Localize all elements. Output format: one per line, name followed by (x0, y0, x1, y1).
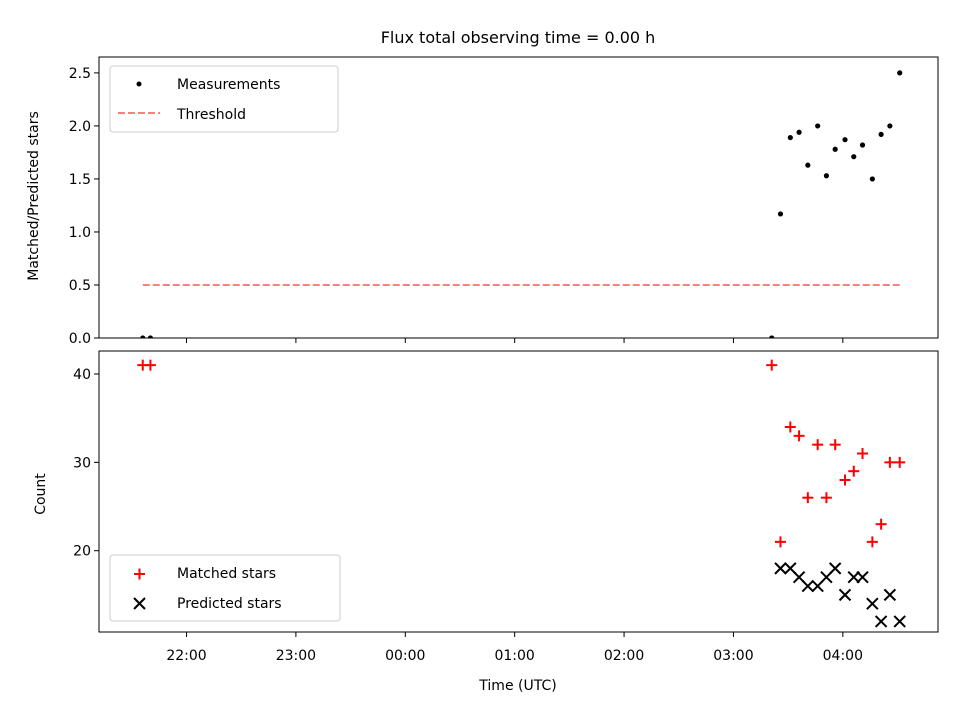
predicted-stars-point (883, 588, 897, 602)
top-plot-area: 0.0 0.5 1.0 1.5 2.0 2.5 (69, 56, 939, 347)
top-y-tick-label: 1.0 (69, 225, 91, 241)
matched-stars-point (774, 536, 786, 548)
measurements-point (878, 131, 884, 138)
top-y-tick-label: 2.5 (69, 66, 91, 82)
top-legend: Measurements Threshold (109, 65, 339, 133)
measurements-point (869, 176, 875, 182)
x-tick-label: 23:00 (276, 648, 316, 664)
top-y-tick-label: 1.5 (69, 172, 91, 188)
matched-stars-point (820, 492, 832, 504)
x-tick-label: 22:00 (166, 648, 206, 664)
bottom-y-axis-label: Count (33, 473, 49, 515)
matched-stars-point (802, 492, 814, 504)
bottom-plot-area: 20 30 40 22:00 23:00 00:00 01:00 02:00 03:00 04:0… (73, 350, 939, 664)
matched-stars-point (848, 465, 860, 477)
matched-stars-point (857, 448, 869, 460)
legend-threshold-label: Threshold (176, 107, 246, 123)
x-tick-label: 01:00 (494, 648, 534, 664)
x-tick-label: 04:00 (823, 648, 863, 664)
bottom-plot-frame (98, 350, 939, 633)
legend-matched-stars-label: Matched stars (177, 566, 276, 582)
predicted-stars-point (801, 579, 815, 593)
measurements-point (796, 129, 802, 135)
measurements-point (832, 146, 838, 152)
bottom-y-tick-label: 30 (73, 455, 91, 471)
measurements-point (147, 335, 154, 338)
bottom-legend: Matched stars Predicted stars (109, 554, 341, 622)
top-plot-frame (98, 56, 939, 339)
predicted-stars-point (828, 562, 842, 575)
measurements-point (769, 335, 775, 338)
matched-stars-point (144, 359, 156, 371)
measurements-point (842, 137, 848, 143)
top-y-tick-label: 2.0 (69, 119, 91, 135)
x-axis-label: Time (UTC) (478, 678, 556, 694)
measurements-point (897, 70, 903, 76)
matched-stars-point (766, 359, 778, 371)
predicted-stars-point (856, 571, 869, 584)
x-tick-label: 02:00 (604, 648, 644, 664)
legend-measurements-label: Measurements (177, 77, 280, 93)
matched-stars-point (829, 439, 841, 451)
measurements-point (859, 142, 866, 148)
top-y-tick-label: 0.0 (69, 331, 91, 347)
top-y-axis-label: Matched/Predicted stars (26, 111, 42, 281)
legend-matched-stars-marker (134, 568, 145, 580)
measurements-point (777, 211, 784, 217)
matched-stars-point (812, 439, 824, 451)
measurements-point (140, 335, 146, 338)
matched-stars-point (839, 474, 851, 486)
measurements-point (787, 134, 793, 141)
x-tick-label: 03:00 (713, 648, 753, 664)
matched-stars-point (866, 536, 878, 548)
chart-title: Flux total observing time = 0.00 h (381, 28, 656, 47)
measurements-point (851, 154, 857, 160)
predicted-stars-point (874, 615, 888, 628)
predicted-stars-point (893, 615, 906, 628)
matched-stars-point (884, 456, 896, 468)
bottom-y-tick-label: 20 (73, 544, 91, 560)
legend-predicted-stars-label: Predicted stars (177, 596, 282, 612)
measurements-point (805, 162, 811, 168)
legend-predicted-stars-marker (133, 597, 146, 610)
matched-stars-point (784, 421, 796, 433)
measurements-point (823, 173, 830, 179)
predicted-stars-point (838, 588, 852, 602)
matched-stars-point (793, 430, 805, 442)
matched-stars-point (894, 456, 906, 468)
measurements-point (887, 123, 893, 129)
predicted-stars-point (774, 562, 787, 575)
bottom-y-tick-label: 40 (73, 367, 91, 383)
legend-measurements-marker (136, 81, 142, 87)
measurements-point (815, 123, 821, 129)
predicted-stars-point (847, 571, 860, 584)
top-y-tick-label: 0.5 (69, 278, 91, 294)
x-tick-label: 00:00 (385, 648, 425, 664)
matched-stars-point (875, 518, 887, 530)
predicted-stars-point (866, 597, 879, 610)
